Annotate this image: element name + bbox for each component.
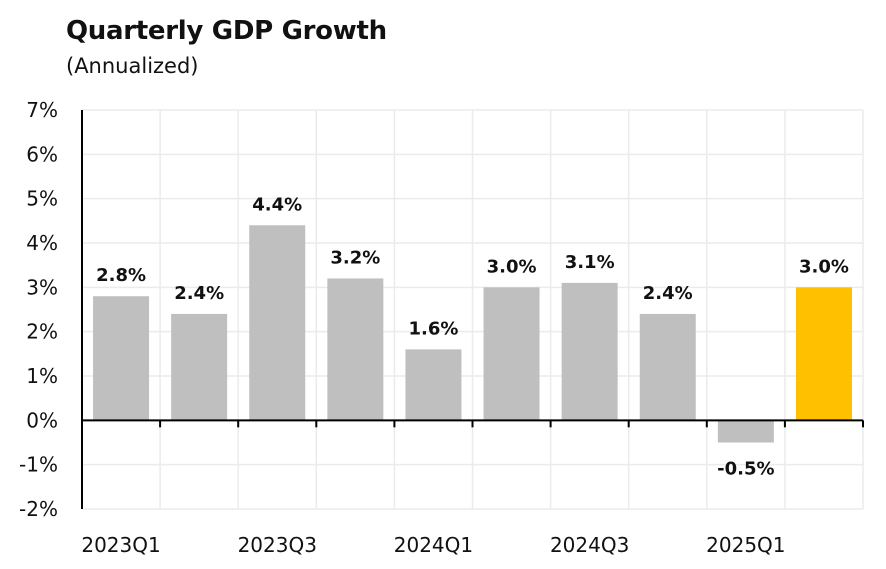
data-label: 1.6% [408, 318, 458, 339]
y-tick-label: 2% [26, 320, 58, 344]
y-tick-label: 4% [26, 231, 58, 255]
y-tick-label: 6% [26, 142, 58, 166]
bar-2025Q2 [795, 287, 852, 421]
bar-2023Q4 [327, 278, 384, 421]
data-label: 3.2% [330, 247, 380, 268]
data-label: 3.0% [487, 256, 537, 277]
y-tick-label: 1% [26, 364, 58, 388]
y-tick-label: -1% [19, 453, 58, 477]
x-tick-label: 2023Q1 [81, 533, 160, 557]
bar-2023Q3 [249, 225, 306, 421]
data-label: 3.0% [799, 256, 849, 277]
data-label: 2.8% [96, 265, 146, 286]
data-label: 4.4% [252, 194, 302, 215]
x-tick-label: 2025Q1 [706, 533, 785, 557]
chart-subtitle: (Annualized) [66, 54, 199, 78]
y-tick-label: 7% [26, 98, 58, 122]
y-tick-label: 0% [26, 408, 58, 432]
y-tick-label: -2% [19, 497, 58, 521]
chart-title: Quarterly GDP Growth [66, 16, 387, 46]
x-tick-label: 2024Q1 [394, 533, 473, 557]
data-label: 2.4% [174, 283, 224, 304]
bar-2024Q4 [639, 313, 696, 421]
x-tick-label: 2023Q3 [238, 533, 317, 557]
data-label: -0.5% [717, 459, 774, 480]
data-label: 3.1% [565, 252, 615, 273]
y-tick-label: 3% [26, 275, 58, 299]
bar-2023Q1 [93, 296, 150, 421]
bar-2024Q3 [561, 282, 618, 421]
bar-2024Q2 [483, 287, 540, 421]
bar-2024Q1 [405, 349, 462, 421]
x-tick-label: 2024Q3 [550, 533, 629, 557]
y-tick-label: 5% [26, 187, 58, 211]
bar-2023Q2 [171, 313, 228, 421]
data-label: 2.4% [643, 283, 693, 304]
bar-2025Q1 [717, 420, 774, 443]
